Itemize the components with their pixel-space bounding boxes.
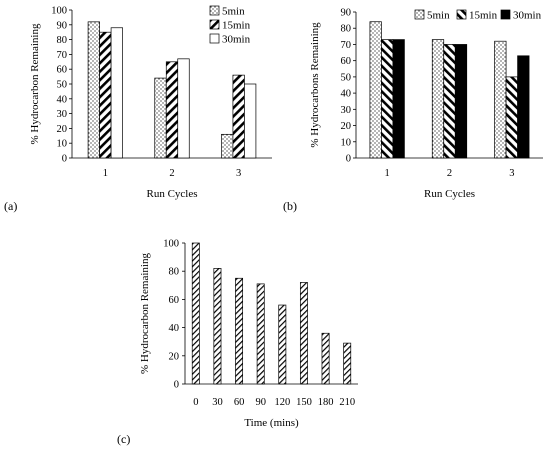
y-tick-label: 40 — [57, 94, 68, 105]
x-tick-label: 1 — [385, 168, 390, 179]
x-tick-label: 3 — [509, 168, 514, 179]
chart-panel-a: 0 10 20 30 40 50 60 70 80 90 100 1 2 3 Run Cycles % Hyd… — [29, 5, 272, 200]
y-tick-label: 20 — [57, 124, 68, 135]
bar — [177, 58, 190, 159]
x-tick-label: 120 — [274, 397, 290, 408]
y-tick-label: 70 — [57, 50, 68, 61]
legend-swatch — [209, 33, 220, 44]
bar — [221, 133, 234, 159]
bar — [191, 242, 200, 385]
legend-label: 30min — [222, 34, 251, 46]
x-tick-label: 2 — [169, 168, 174, 179]
y-tick-label: 90 — [341, 8, 352, 19]
y-axis-title: % Hydrocarbon Remaining — [139, 253, 151, 374]
y-tick-label: 40 — [169, 323, 180, 334]
chart-panel-c: 0 20 40 60 80 100 0 30 60 90 120 150 180 210 Time (min… — [139, 239, 358, 429]
y-tick-label: 90 — [57, 20, 68, 31]
y-tick-label: 10 — [57, 139, 68, 150]
legend-label: 15min — [469, 10, 498, 22]
x-axis-title: Run Cycles — [424, 188, 475, 200]
legend-swatch — [209, 19, 220, 30]
bar — [494, 40, 507, 159]
x-tick-label: 90 — [255, 397, 266, 408]
x-axis-title: Run Cycles — [146, 188, 197, 200]
y-tick-label: 20 — [169, 351, 180, 362]
y-tick-label: 0 — [174, 380, 179, 391]
y-tick-label: 0 — [346, 154, 351, 165]
bar — [154, 77, 167, 159]
x-tick-label: 180 — [318, 397, 334, 408]
y-tick-label: 30 — [341, 105, 352, 116]
y-axis-title: % Hydrocarbon Remaining — [29, 23, 41, 144]
bar — [321, 332, 330, 385]
y-tick-label: 60 — [341, 56, 352, 67]
legend-label: 5min — [427, 10, 450, 22]
y-tick-label: 100 — [51, 6, 67, 17]
x-axis-title: Time (mins) — [244, 417, 299, 429]
y-tick-label: 80 — [57, 35, 68, 46]
bar — [343, 342, 352, 385]
y-tick-label: 70 — [341, 40, 352, 51]
bar — [278, 304, 287, 385]
bar — [256, 283, 265, 385]
y-tick-label: 80 — [169, 267, 180, 278]
y-tick-label: 30 — [57, 109, 68, 120]
legend-swatch — [209, 5, 220, 16]
x-tick-label: 3 — [236, 168, 241, 179]
legend-label: 30min — [513, 10, 542, 22]
bar — [443, 44, 456, 159]
bar — [99, 31, 112, 159]
y-axis-title: % Hydrocarbons Remaining — [309, 22, 321, 148]
x-tick-label: 60 — [234, 397, 245, 408]
x-tick-label: 1 — [103, 168, 108, 179]
bar — [517, 55, 530, 159]
y-tick-label: 100 — [163, 239, 179, 250]
x-tick-label: 2 — [447, 168, 452, 179]
bar — [505, 76, 518, 159]
y-tick-label: 50 — [341, 72, 352, 83]
bar — [431, 39, 445, 159]
bar — [454, 44, 468, 159]
bar — [110, 27, 123, 159]
legend-swatch — [414, 9, 425, 20]
bar — [213, 268, 222, 385]
legend-label: 5min — [222, 6, 245, 18]
legend-label: 15min — [222, 20, 251, 32]
bar — [381, 39, 394, 159]
panel-label-a: (a) — [4, 199, 17, 213]
y-tick-label: 60 — [169, 295, 180, 306]
x-tick-label: 0 — [193, 397, 198, 408]
panel-label-c: (c) — [117, 432, 130, 446]
y-tick-label: 50 — [57, 80, 68, 91]
y-tick-label: 40 — [341, 89, 352, 100]
y-tick-label: 80 — [341, 24, 352, 35]
chart-panel-b: 0 10 20 30 40 50 60 70 80 90 1 2 3 Run Cycles % Hydroc… — [309, 8, 543, 200]
bar — [299, 282, 308, 385]
bar — [369, 21, 382, 159]
bar — [87, 21, 100, 159]
x-tick-label: 30 — [212, 397, 223, 408]
panel-label-b: (b) — [283, 199, 297, 213]
bar — [235, 277, 244, 385]
y-tick-label: 0 — [62, 154, 67, 165]
x-tick-label: 150 — [296, 397, 312, 408]
bar — [244, 83, 257, 159]
legend-swatch — [500, 9, 511, 20]
bar — [165, 61, 179, 159]
y-tick-label: 10 — [341, 137, 352, 148]
bar — [232, 74, 245, 159]
y-tick-label: 60 — [57, 65, 68, 76]
y-tick-label: 20 — [341, 121, 352, 132]
legend-swatch — [456, 9, 467, 20]
x-tick-label: 210 — [339, 397, 355, 408]
bar — [392, 39, 405, 159]
